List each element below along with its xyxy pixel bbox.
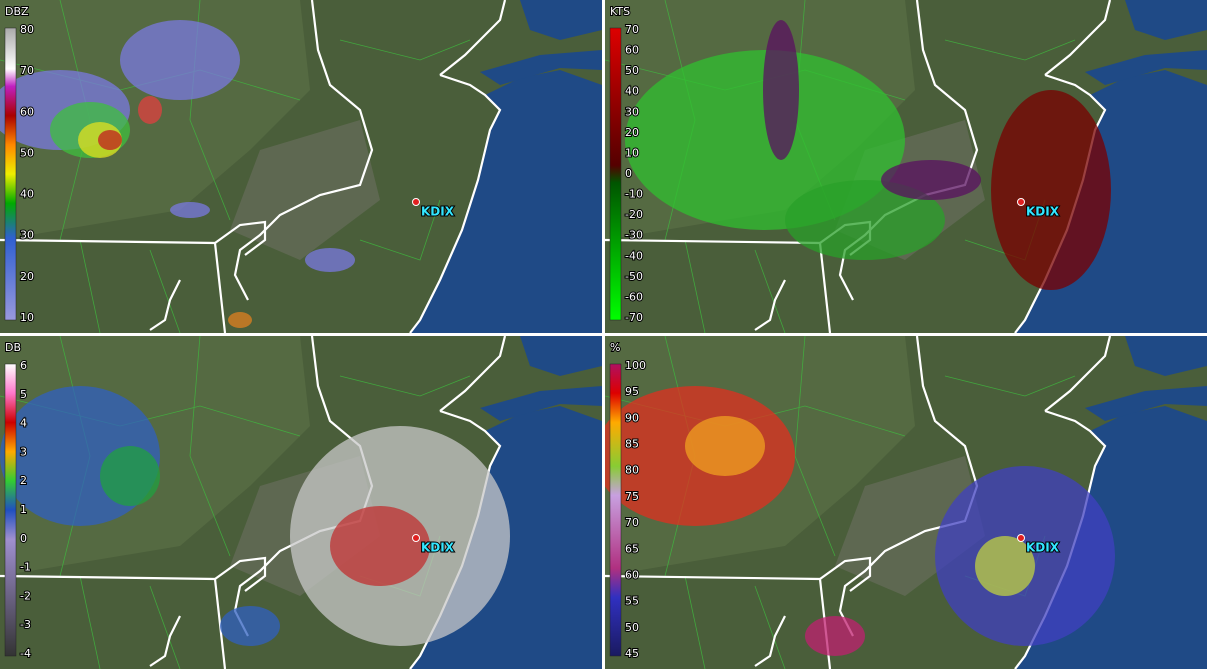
panel-map: % 100 95 90 85 80 75 70 65 60 55 50 45 KDIX (605, 336, 1207, 669)
scale-label: 10 (20, 311, 34, 324)
station-marker (412, 534, 420, 542)
radar-echo (330, 506, 430, 586)
scale-label: 60 (20, 105, 34, 118)
colorbar (4, 27, 17, 321)
scale-label: 45 (625, 647, 639, 660)
scale-label: 70 (625, 23, 639, 36)
scale-label: 1 (20, 503, 27, 516)
scale-label: 60 (625, 44, 639, 57)
scale-label: 85 (625, 438, 639, 451)
colorbar (609, 27, 622, 321)
scale-label: 40 (20, 188, 34, 201)
radar-panel: DB 6 5 4 3 2 1 0 -1 -2 -3 -4 KDIX (0, 336, 602, 669)
radar-echo (138, 96, 162, 124)
scale-label: -20 (625, 208, 643, 221)
scale-label: -3 (20, 618, 31, 631)
scale-label: 60 (625, 568, 639, 581)
scale-label: 0 (625, 167, 632, 180)
panel-map: KTS 70 60 50 40 30 20 10 0 -10 -20 -30 -40 -50 -60 -70 K… (605, 0, 1207, 333)
radar-echo (170, 202, 210, 218)
scale-label: 20 (20, 270, 34, 283)
radar-echo (763, 20, 799, 160)
scale-unit: KTS (610, 5, 630, 18)
radar-echo (881, 160, 981, 200)
scale-label: 95 (625, 385, 639, 398)
radar-echo (785, 180, 945, 260)
scale-label: 70 (20, 64, 34, 77)
scale-label: 50 (625, 621, 639, 634)
scale-label: 4 (20, 417, 27, 430)
radar-panel: % 100 95 90 85 80 75 70 65 60 55 50 45 KDIX (605, 336, 1207, 669)
scale-label: 75 (625, 490, 639, 503)
scale-label: 30 (625, 105, 639, 118)
station-label: KDIX (421, 205, 455, 219)
scale-label: 50 (625, 64, 639, 77)
scale-label: 80 (625, 464, 639, 477)
colorbar (609, 363, 622, 657)
scale-unit: % (610, 341, 620, 354)
scale-label: -30 (625, 229, 643, 242)
radar-echo (805, 616, 865, 656)
scale-label: 65 (625, 542, 639, 555)
scale-label: 30 (20, 229, 34, 242)
radar-echo (220, 606, 280, 646)
radar-echo (991, 90, 1111, 290)
scale-label: 70 (625, 516, 639, 529)
radar-panel: DBZ 80 70 60 50 40 30 20 10 KDIX (0, 0, 602, 333)
radar-echo (975, 536, 1035, 596)
scale-label: 10 (625, 146, 639, 159)
station-label: KDIX (1026, 205, 1060, 219)
station-label: KDIX (421, 541, 455, 555)
scale-label: 3 (20, 445, 27, 458)
scale-label: 5 (20, 388, 27, 401)
panel-map: DBZ 80 70 60 50 40 30 20 10 KDIX (0, 0, 602, 333)
scale-unit: DBZ (5, 5, 29, 18)
scale-label: -4 (20, 647, 31, 660)
radar-echo (100, 446, 160, 506)
scale-label: 2 (20, 474, 27, 487)
scale-label: 90 (625, 411, 639, 424)
radar-echo (305, 248, 355, 272)
station-marker (1017, 198, 1025, 206)
scale-label: 55 (625, 595, 639, 608)
scale-label: 6 (20, 359, 27, 372)
station-marker (412, 198, 420, 206)
scale-label: -10 (625, 188, 643, 201)
basemap (0, 0, 602, 333)
radar-panel: KTS 70 60 50 40 30 20 10 0 -10 -20 -30 -40 -50 -60 -70 K… (605, 0, 1207, 333)
scale-label: 20 (625, 126, 639, 139)
scale-label: -2 (20, 589, 31, 602)
scale-label: 80 (20, 23, 34, 36)
scale-label: -70 (625, 311, 643, 324)
scale-label: 100 (625, 359, 646, 372)
scale-label: 50 (20, 146, 34, 159)
radar-echo (120, 20, 240, 100)
scale-label: 40 (625, 85, 639, 98)
station-marker (1017, 534, 1025, 542)
scale-unit: DB (5, 341, 21, 354)
scale-label: -60 (625, 290, 643, 303)
radar-echo (98, 130, 122, 150)
scale-label: -50 (625, 270, 643, 283)
scale-label: -1 (20, 561, 31, 574)
scale-label: -40 (625, 249, 643, 262)
station-label: KDIX (1026, 541, 1060, 555)
colorbar (4, 363, 17, 657)
radar-echo (228, 312, 252, 328)
panel-map: DB 6 5 4 3 2 1 0 -1 -2 -3 -4 KDIX (0, 336, 602, 669)
radar-echo (685, 416, 765, 476)
scale-label: 0 (20, 532, 27, 545)
